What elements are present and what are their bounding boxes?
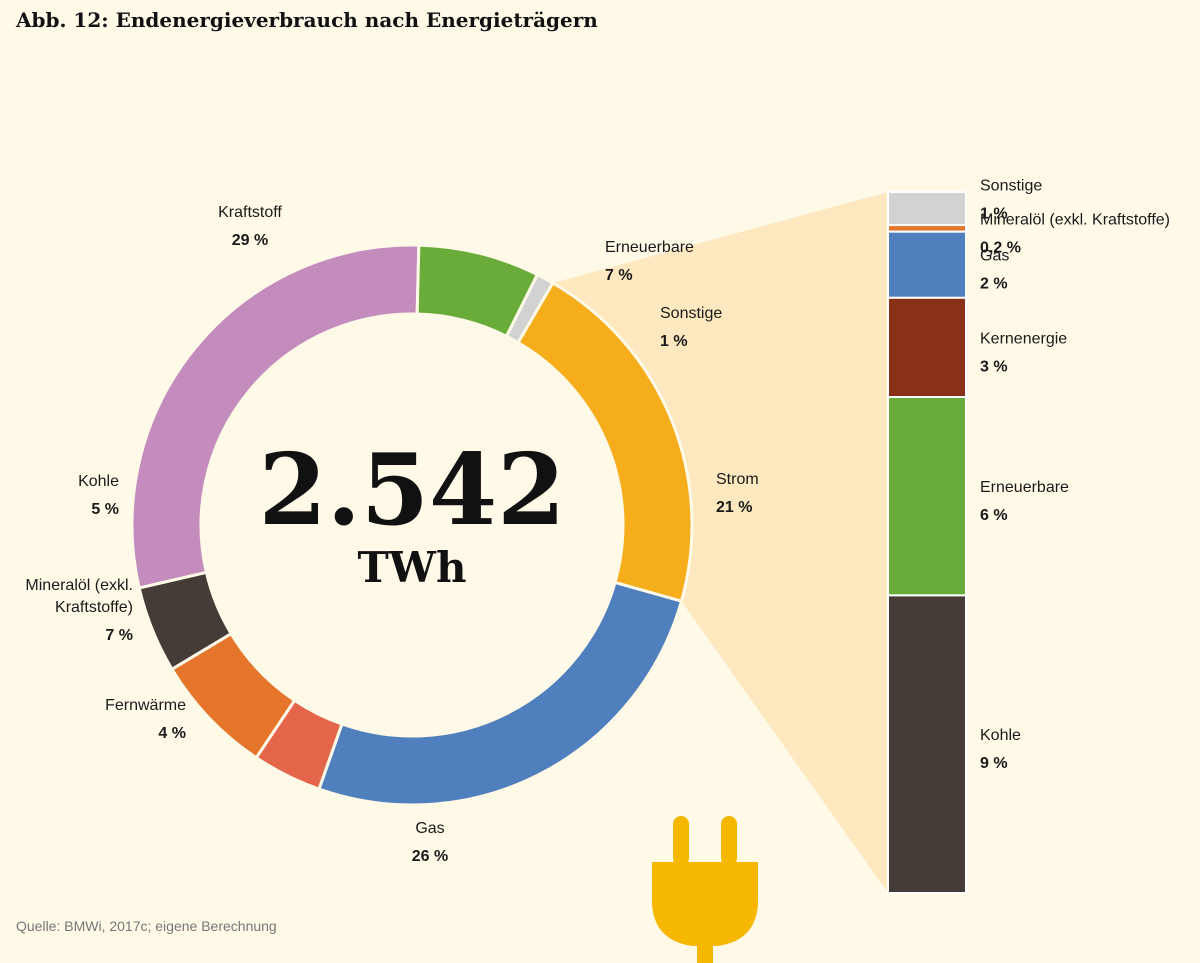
- zoom-connector: [552, 192, 888, 893]
- slice-value-gas: 26 %: [412, 848, 448, 865]
- bar-value-sonstige: 1 %: [980, 206, 1008, 223]
- bar-segment-kernenergie: [887, 296, 967, 399]
- slice-value-kohle: 5 %: [91, 501, 119, 518]
- slice-value-sonstige: 1 %: [660, 333, 688, 350]
- slice-label-kohle: Kohle: [78, 473, 119, 490]
- slice-label-strom: Strom: [716, 471, 759, 488]
- chart-title: Abb. 12: Endenergieverbrauch nach Energi…: [16, 8, 598, 32]
- slice-label-sonstige: Sonstige: [660, 305, 722, 322]
- bar-label-gas: Gas: [980, 248, 1009, 265]
- slice-label-gas: Gas: [415, 820, 444, 837]
- donut-slice-kraftstoff: [130, 243, 421, 590]
- source-note: Quelle: BMWi, 2017c; eigene Berechnung: [16, 918, 277, 934]
- bar-value-kohle: 9 %: [980, 755, 1008, 772]
- strom-bar-labels: Sonstige 1 %Mineralöl (exkl. Kraftstoffe)…: [980, 178, 1170, 773]
- bar-segment-kohle: [887, 594, 967, 894]
- bar-label-kernenergie: Kernenergie: [980, 330, 1067, 347]
- donut-labels: Kraftstoff 29 % Erneuerbare 7 % Sonstige 1 % S…: [25, 204, 758, 865]
- slice-label-mineraloel-exkl-kraftstoffe: Mineralöl (exkl. Kraftstoffe): [25, 577, 133, 616]
- bar-value-gas: 2 %: [980, 276, 1008, 293]
- slice-value-kraftstoff: 29 %: [232, 232, 268, 249]
- slice-label-kraftstoff: Kraftstoff: [218, 204, 282, 221]
- bar-segment-sonstige: [887, 191, 967, 227]
- slice-label-erneuerbare: Erneuerbare: [605, 239, 694, 256]
- bar-segment-gas: [887, 230, 967, 299]
- slice-value-fernwaerme: 4 %: [158, 725, 186, 742]
- donut-chart: [130, 243, 694, 807]
- donut-slice-gas: [317, 580, 684, 807]
- bar-label-mineraloel-exkl-kraftstoffe: Mineralöl (exkl. Kraftstoffe): [980, 211, 1170, 228]
- power-plug-icon: [652, 816, 758, 963]
- slice-value-erneuerbare: 7 %: [605, 267, 633, 284]
- donut-slice-kohle: [137, 570, 234, 672]
- bar-segment-erneuerbare: [887, 396, 967, 597]
- bar-label-kohle: Kohle: [980, 727, 1021, 744]
- bar-value-mineraloel-exkl-kraftstoffe: 0,2 %: [980, 239, 1021, 256]
- bar-value-erneuerbare: 6 %: [980, 507, 1008, 524]
- slice-value-mineraloel-exkl-kraftstoffe: 7 %: [105, 627, 133, 644]
- bar-label-sonstige: Sonstige: [980, 178, 1042, 195]
- slice-label-fernwaerme: Fernwärme: [105, 697, 186, 714]
- strom-stacked-bar: [887, 191, 967, 894]
- total-unit: TWh: [358, 543, 467, 592]
- bar-label-erneuerbare: Erneuerbare: [980, 479, 1069, 496]
- bar-value-kernenergie: 3 %: [980, 358, 1008, 375]
- total-value: 2.542: [259, 433, 566, 548]
- slice-value-strom: 21 %: [716, 499, 752, 516]
